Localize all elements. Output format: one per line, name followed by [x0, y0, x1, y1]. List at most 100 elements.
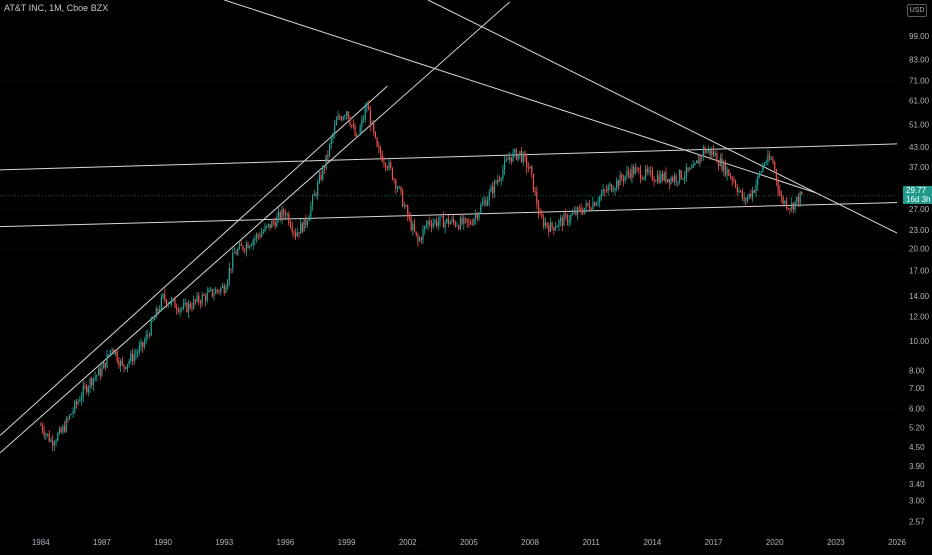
candle: [53, 440, 55, 452]
candle: [563, 211, 565, 226]
candle: [160, 293, 162, 312]
candle: [351, 124, 353, 129]
trendline[interactable]: [0, 1, 510, 454]
candle: [441, 215, 443, 218]
trendline[interactable]: [0, 143, 898, 171]
candle: [622, 174, 625, 187]
candle: [337, 110, 339, 121]
candle: [701, 154, 703, 162]
candle: [364, 102, 366, 124]
candle: [580, 203, 582, 215]
candle: [558, 218, 560, 231]
candle: [575, 206, 577, 217]
candle: [660, 170, 662, 184]
candle: [381, 150, 383, 163]
candle: [425, 220, 428, 229]
y-tick-label: 20.00: [909, 245, 930, 254]
candle: [675, 173, 677, 186]
candle: [757, 174, 759, 191]
candle: [269, 223, 271, 231]
candle: [199, 299, 202, 309]
candle: [72, 407, 74, 418]
candle: [695, 160, 698, 164]
candle: [174, 296, 176, 308]
candle: [237, 246, 239, 257]
candle: [797, 192, 800, 207]
candle: [483, 195, 485, 207]
gridlines: [0, 35, 897, 522]
candle: [605, 184, 608, 194]
currency-badge[interactable]: USD: [907, 4, 927, 17]
candle: [295, 228, 297, 241]
candle: [264, 222, 266, 233]
candle: [357, 134, 360, 137]
candle: [731, 175, 733, 187]
candle: [505, 154, 507, 163]
candle: [755, 179, 757, 197]
candle: [690, 164, 693, 169]
y-tick-label: 6.00: [909, 405, 925, 414]
candle: [62, 424, 64, 435]
candle: [40, 421, 42, 426]
candle: [204, 293, 207, 307]
candle: [286, 211, 288, 220]
candle: [650, 165, 652, 177]
y-tick-label: 2.57: [909, 517, 925, 526]
candle: [249, 245, 251, 250]
candle: [532, 173, 535, 193]
candle: [743, 192, 745, 204]
candle: [517, 153, 519, 162]
candle: [334, 120, 336, 139]
trendline[interactable]: [224, 0, 816, 194]
x-tick-label: 1999: [338, 538, 356, 547]
candle: [75, 398, 78, 409]
candle: [176, 303, 178, 316]
candle: [255, 232, 258, 243]
candle: [154, 315, 156, 321]
trendline[interactable]: [0, 202, 898, 228]
candle: [536, 186, 538, 210]
candle: [488, 189, 490, 207]
x-tick-label: 2008: [521, 538, 539, 547]
candle: [228, 262, 230, 287]
candle: [213, 288, 215, 301]
candle: [526, 153, 528, 174]
candle: [587, 202, 589, 207]
y-tick-label: 71.00: [909, 76, 930, 85]
candle: [233, 247, 236, 254]
candle: [794, 200, 796, 213]
candle: [436, 217, 438, 229]
candle: [723, 159, 725, 177]
x-tick-label: 2017: [705, 538, 723, 547]
trendline[interactable]: [427, 0, 898, 234]
time-axis[interactable]: 1984 1987 1990 1993 1996 1999 2002 2005 2008 2011…: [32, 538, 907, 547]
candle: [621, 172, 623, 183]
trendline[interactable]: [0, 85, 388, 436]
candle: [203, 292, 205, 297]
candle: [283, 207, 285, 219]
candle: [164, 288, 166, 304]
candle: [347, 111, 349, 120]
candle: [476, 211, 478, 222]
candle: [354, 122, 356, 137]
candle: [177, 306, 179, 314]
candle: [661, 170, 664, 183]
x-tick-label: 1996: [277, 538, 295, 547]
candle: [429, 216, 431, 228]
candle: [340, 115, 343, 122]
price-axis[interactable]: 2.57 3.00 3.40 3.90 4.50 5.20 6.00 7.00 8.00 10.0…: [909, 32, 930, 526]
candle: [458, 224, 460, 231]
candle: [79, 396, 81, 402]
candle: [653, 175, 655, 187]
candle: [745, 196, 747, 208]
candle: [92, 377, 95, 392]
candle: [91, 376, 93, 389]
candle: [191, 302, 193, 312]
candle: [116, 348, 118, 364]
candle: [305, 214, 307, 229]
candle: [733, 176, 735, 184]
candle: [524, 150, 526, 163]
candle: [561, 215, 563, 232]
